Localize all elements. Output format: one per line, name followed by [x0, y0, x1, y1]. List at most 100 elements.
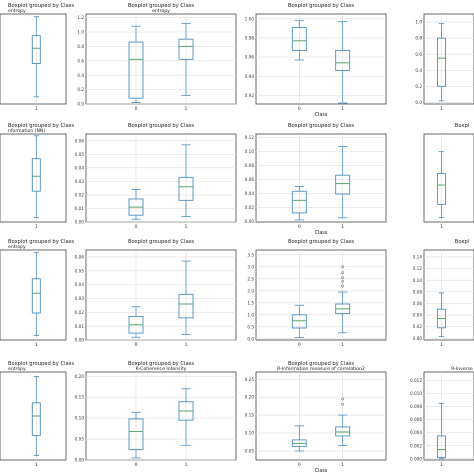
y-tick-label: 0.02 [75, 193, 85, 198]
chart-title: Boxplot grouped by Class [128, 239, 194, 245]
x-tick-label: 1 [35, 342, 38, 348]
box-iqr [128, 418, 144, 450]
y-tick-label: 0.5 [247, 324, 254, 329]
x-tick-label: 0 [135, 462, 138, 468]
box-iqr [31, 402, 41, 436]
y-tick-label: 0.10 [413, 278, 423, 283]
y-tick-label: 0.20 [245, 395, 255, 400]
x-tick-label: 1 [341, 224, 344, 230]
plot-frame [85, 249, 237, 341]
y-tick-label: 0.14 [413, 255, 423, 260]
box-iqr [437, 173, 446, 205]
y-tick-label: 0.10 [245, 149, 255, 154]
y-tick-label: 1.2 [77, 15, 84, 20]
plot-frame [423, 13, 474, 105]
y-tick-label: 0.15 [75, 395, 85, 400]
boxplot-panel: Boxplot grouped by Class 0.00 0.02 0.04 0.06… [245, 123, 387, 236]
y-tick-label: 0.03 [75, 179, 85, 184]
y-tick-label: 0.10 [245, 431, 255, 436]
y-tick-label: 2.5 [247, 276, 254, 281]
outlier-point [341, 265, 345, 269]
chart-title: Boxplot grouped by Class [128, 361, 194, 367]
x-tick-label: 0 [135, 224, 138, 230]
outlier-point [341, 276, 345, 280]
x-tick-label: 1 [35, 462, 38, 468]
y-tick-label: 0.4 [415, 68, 422, 73]
box-iqr [437, 435, 446, 458]
outlier-point [341, 279, 345, 283]
chart-title: Boxplot grouped by Class [288, 361, 354, 367]
box-iqr [335, 49, 351, 71]
chart-subtitle: entropy [8, 244, 26, 250]
outlier-point [341, 271, 345, 275]
y-tick-label: 0.02 [75, 310, 85, 315]
y-tick-label: 1.0 [77, 30, 84, 35]
box-iqr [291, 190, 307, 214]
chart-subtitle: entropy [152, 8, 170, 14]
plot-frame [255, 13, 387, 105]
y-tick-label: 0.008 [410, 404, 422, 409]
y-tick-label: 1.5 [247, 300, 254, 305]
y-tick-label: 0.0 [247, 336, 254, 341]
x-tick-label: 0 [298, 106, 301, 112]
y-tick-label: 3.0 [247, 264, 254, 269]
boxplot-panel: Boxpl 0.00 0.02 0.04 0.06 0.08 0.10 0.12 0.14 1 [413, 239, 474, 348]
y-tick-label: 0.08 [245, 163, 255, 168]
box-iqr [31, 278, 41, 314]
y-tick-label: 0.10 [75, 416, 85, 421]
chart-subtitle: R-Information measure of correlation2 [277, 366, 365, 372]
y-tick-label: 0.004 [410, 430, 422, 435]
chart-title: Boxplot grouped by Class [128, 3, 194, 9]
outlier-point [341, 402, 345, 406]
plot-frame [85, 133, 237, 223]
y-tick-label: 0.2 [77, 87, 84, 92]
y-tick-label: 0.92 [245, 93, 255, 98]
x-tick-label: 1 [440, 224, 443, 230]
x-tick-label: 1 [35, 224, 38, 230]
x-tick-label: 0 [298, 342, 301, 348]
x-tick-label: 1 [341, 106, 344, 112]
boxplot-panel: Boxplot grouped by Class 0.0 0.5 1.0 1.5 2.0 2… [247, 239, 387, 348]
boxplot-panel: R-Inverse 0.000 0.002 0.004 0.006 0.008 0.010 0… [410, 366, 474, 468]
y-tick-label: 0.05 [75, 152, 85, 157]
y-tick-label: 0.002 [410, 443, 422, 448]
y-tick-label: 1.0 [247, 312, 254, 317]
y-tick-label: 0.04 [245, 191, 255, 196]
y-tick-label: 2.0 [247, 288, 254, 293]
chart-title: Boxpl [455, 239, 469, 245]
y-tick-label: 0.2 [415, 84, 422, 89]
chart-title: Boxplot grouped by Class [8, 3, 74, 9]
y-tick-label: 0.05 [245, 449, 255, 454]
x-tick-label: 0 [135, 342, 138, 348]
y-tick-label: 0.000 [410, 456, 422, 461]
box-iqr [31, 158, 41, 192]
y-tick-label: 0.15 [245, 413, 255, 418]
y-tick-label: 0.04 [75, 282, 85, 287]
x-tick-label: 1 [185, 342, 188, 348]
boxplot-panel: Boxplot grouped by Class 0.92 0.94 0.96 0.98… [245, 3, 387, 118]
plot-frame [423, 249, 474, 341]
y-tick-label: 0.06 [413, 301, 423, 306]
plot-frame [0, 13, 67, 105]
y-tick-label: 0.0 [77, 102, 84, 107]
y-tick-label: 0.12 [245, 135, 255, 140]
y-tick-label: 0.0 [415, 100, 422, 105]
plot-frame [85, 371, 237, 461]
x-axis-label: Class [315, 468, 328, 474]
y-tick-label: 0.02 [245, 205, 255, 210]
y-tick-label: 0.006 [410, 417, 422, 422]
chart-title: Boxplot grouped by Class [8, 239, 74, 245]
y-tick-label: 0.96 [245, 55, 255, 60]
chart-title: Boxplot grouped by Class [288, 239, 354, 245]
box-iqr [178, 293, 194, 319]
y-tick-label: 0.010 [410, 391, 422, 396]
y-tick-label: 0.01 [75, 324, 85, 329]
y-tick-label: 0.00 [75, 338, 85, 343]
y-tick-label: 0.94 [245, 74, 255, 79]
x-tick-label: 0 [135, 106, 138, 112]
y-tick-label: 0.06 [75, 138, 85, 143]
y-tick-label: 0.06 [245, 177, 255, 182]
boxplot-panel: Boxplot grouped by Class 0.00 0.01 0.02 0.03… [75, 239, 237, 348]
